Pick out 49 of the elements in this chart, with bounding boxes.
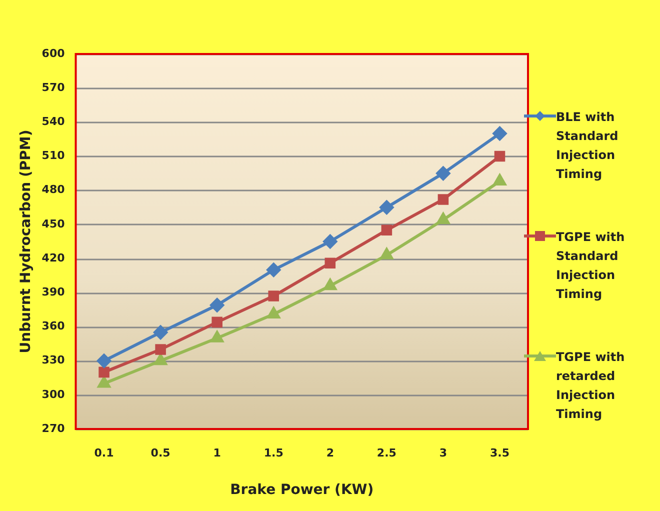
x-tick-label: 1	[213, 446, 221, 460]
x-tick-label: 3	[439, 446, 448, 460]
y-tick-label: 600	[42, 46, 66, 60]
x-tick-label: 3.5	[490, 446, 510, 460]
point	[155, 344, 166, 355]
point	[380, 200, 394, 214]
point	[154, 325, 168, 340]
x-tick-label: 0.5	[150, 446, 170, 460]
y-tick-label: 450	[42, 217, 66, 230]
point	[492, 126, 507, 141]
point	[324, 278, 336, 290]
x-tick-label: 2	[326, 446, 334, 460]
x-axis-title: Brake Power (KW)	[230, 482, 374, 498]
point	[494, 150, 506, 162]
y-tick-label: 510	[42, 149, 66, 162]
y-tick-label: 540	[42, 115, 66, 128]
point	[210, 298, 224, 312]
x-tick-label: 1.5	[264, 446, 284, 460]
point	[98, 376, 110, 388]
point	[438, 194, 449, 205]
y-tick-label: 420	[42, 251, 66, 264]
point	[324, 258, 336, 268]
point	[436, 212, 450, 224]
point	[268, 290, 280, 302]
legend-label: TGPE with retarded Injection Timing	[556, 349, 626, 423]
point	[210, 331, 224, 342]
point	[97, 354, 112, 368]
legend-label: TGPE with Standard Injection Timing	[556, 229, 626, 303]
point	[380, 248, 393, 260]
point	[266, 262, 281, 277]
point	[493, 174, 506, 186]
point	[323, 234, 338, 248]
y-tick-label: 390	[42, 285, 66, 298]
y-tick-label: 570	[42, 80, 66, 94]
y-tick-label: 300	[42, 388, 66, 401]
y-axis-title: Unburnt Hydrocarbon (PPM)	[18, 130, 34, 354]
y-tick-label: 330	[42, 354, 66, 367]
y-tick-label: 480	[42, 183, 66, 196]
y-tick-label: 360	[42, 320, 66, 333]
legend-label: BLE with Standard Injection Timing	[556, 109, 620, 183]
point	[436, 166, 450, 180]
point	[267, 307, 280, 318]
point	[98, 366, 110, 378]
point	[154, 354, 167, 366]
x-tick-label: 0.1	[94, 446, 114, 460]
point	[381, 224, 392, 236]
y-tick-label: 270	[42, 422, 66, 435]
x-tick-label: 2.5	[376, 446, 396, 460]
point	[212, 316, 222, 328]
